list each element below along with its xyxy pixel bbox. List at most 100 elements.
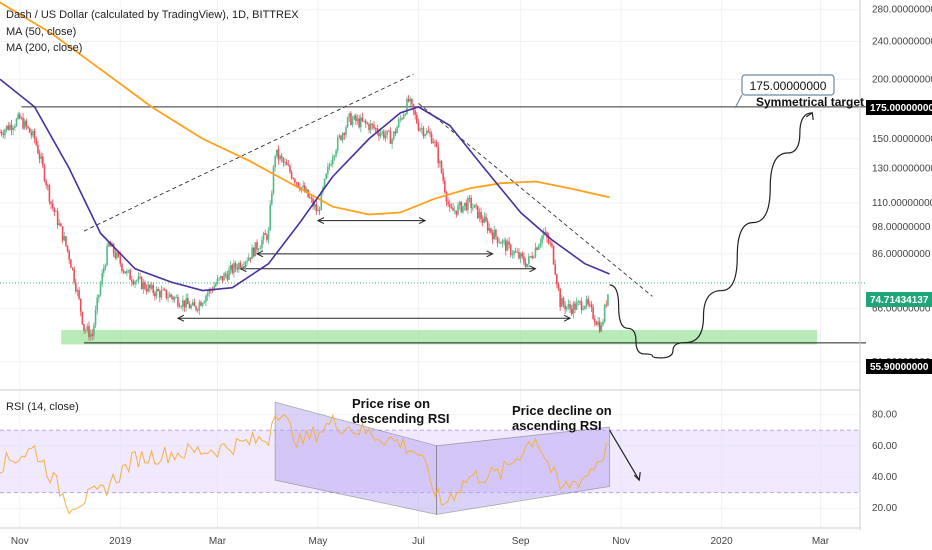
candle-body (122, 270, 125, 272)
candle-body (215, 283, 217, 287)
rsi-tick-label: 20.00 (872, 503, 897, 514)
candle-body (422, 128, 425, 136)
candle-body (213, 286, 215, 291)
candle-body (162, 289, 164, 291)
candle-body (221, 276, 224, 281)
candle-body (165, 289, 168, 299)
rsi-tick-label: 80.00 (872, 410, 897, 421)
candle-body (486, 221, 489, 231)
candle-body (205, 296, 207, 302)
rsi-note-1-line2: descending RSI (352, 411, 450, 426)
candle-body (574, 303, 576, 310)
candle-body (4, 129, 6, 136)
candle-body (43, 165, 46, 181)
candle-body (537, 245, 540, 250)
legend-ma50: MA (50, close) (6, 26, 76, 38)
candle-body (532, 257, 535, 259)
candle-body (333, 155, 336, 158)
candle-body (241, 266, 243, 268)
rsi-note-2-line2: ascending RSI (512, 418, 602, 433)
candle-body (228, 269, 230, 280)
candle-body (274, 156, 276, 167)
candle-body (552, 245, 555, 265)
candle-body (175, 296, 178, 298)
candle-body (541, 235, 543, 243)
candle-body (193, 302, 196, 307)
candle-body (363, 120, 365, 122)
candle-body (89, 333, 92, 338)
candle-body (343, 133, 346, 135)
candle-body (439, 161, 441, 164)
candle-body (140, 277, 143, 289)
time-tick-label: Nov (612, 536, 630, 547)
candle-body (0, 131, 1, 133)
candle-body (68, 250, 70, 260)
candle-body (178, 306, 181, 307)
candle-body (376, 128, 379, 133)
candle-body (195, 306, 197, 310)
candle-body (206, 293, 209, 297)
candle-body (536, 247, 538, 250)
price-tick-label: 98.00000000 (872, 222, 931, 233)
candle-body (101, 273, 103, 285)
candle-body (448, 204, 451, 208)
candle-body (340, 135, 342, 141)
candle-body (452, 207, 454, 211)
candle-body (460, 201, 463, 213)
candle-body (458, 201, 461, 206)
candle-body (275, 149, 278, 157)
candles-layer (0, 95, 609, 341)
candle-body (498, 242, 500, 244)
candle-body (163, 289, 166, 291)
candle-body (302, 185, 304, 188)
candle-body (360, 117, 362, 128)
candle-body (251, 247, 253, 259)
candle-body (12, 128, 14, 130)
ascending-trendline (83, 73, 414, 232)
candle-body (27, 126, 29, 128)
candle-body (266, 234, 268, 240)
legend-ma200: MA (200, close) (6, 42, 82, 54)
time-tick-label: Nov (11, 536, 29, 547)
candle-body (2, 134, 5, 136)
candle-body (396, 126, 398, 134)
candle-body (504, 240, 507, 251)
candle-body (142, 282, 145, 289)
candle-body (269, 204, 271, 231)
candle-body (338, 135, 341, 138)
candle-body (425, 130, 428, 135)
candle-body (453, 210, 456, 212)
candle-body (254, 242, 257, 257)
candle-body (25, 120, 28, 127)
candle-body (409, 98, 412, 102)
candle-body (119, 255, 122, 264)
candle-body (378, 132, 380, 137)
candle-body (182, 300, 184, 307)
candle-body (73, 268, 75, 283)
price-tick-label: 86.00000000 (872, 249, 931, 260)
symmetry-arrow-head-right (486, 250, 494, 258)
candle-body (595, 322, 598, 326)
candle-body (106, 245, 108, 266)
candle-body (99, 284, 102, 295)
chart-title: Dash / US Dollar (calculated by TradingV… (6, 9, 299, 21)
candle-body (493, 229, 496, 240)
rsi-band-layer (0, 401, 860, 515)
candle-body (308, 197, 311, 199)
svg-text:55.90000000: 55.90000000 (870, 362, 929, 373)
candle-body (465, 202, 468, 211)
candle-body (56, 211, 59, 226)
candle-body (500, 242, 502, 244)
candle-body (388, 130, 390, 132)
candle-body (55, 211, 57, 213)
candle-body (508, 241, 510, 245)
candle-body (369, 123, 372, 130)
candle-body (70, 259, 72, 268)
candle-body (66, 245, 69, 251)
candle-body (440, 161, 443, 173)
symmetry-arrow-head-left (255, 250, 264, 258)
candle-body (323, 178, 326, 188)
candle-body (23, 120, 26, 129)
candle-body (200, 302, 202, 306)
